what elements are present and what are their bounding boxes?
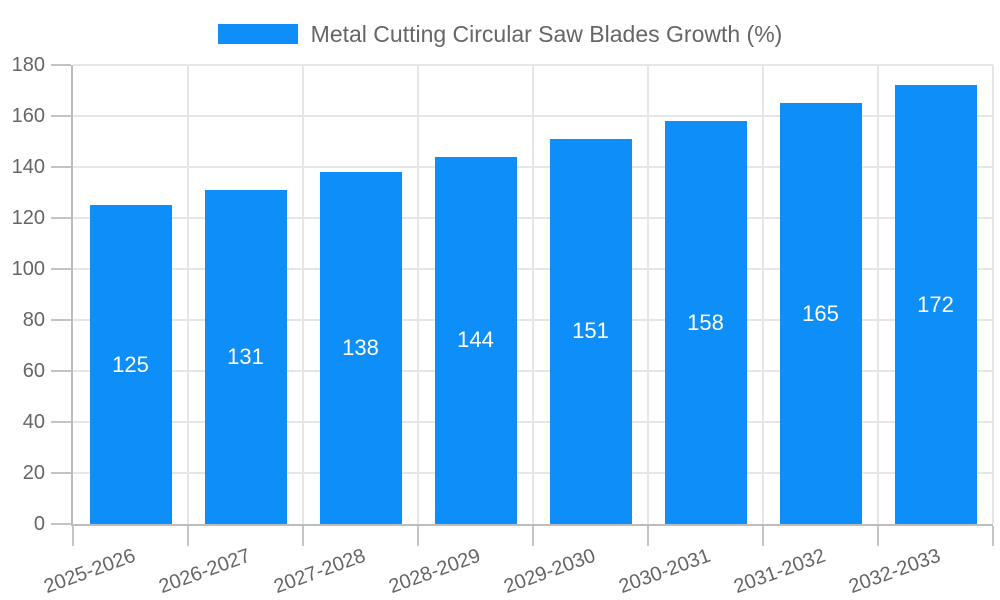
x-axis-tick: [877, 526, 879, 546]
y-axis-label: 80: [22, 309, 45, 331]
x-axis-tick: [187, 526, 189, 546]
y-axis-tick: [51, 115, 71, 117]
legend-label: Metal Cutting Circular Saw Blades Growth…: [310, 21, 783, 47]
gridline-vertical: [877, 65, 879, 524]
gridline-vertical: [302, 65, 304, 524]
x-axis-label: 2030-2031: [615, 544, 714, 599]
gridline-vertical: [647, 65, 649, 524]
gridline-vertical: [417, 65, 419, 524]
bar[interactable]: [779, 103, 862, 524]
x-axis-label: 2026-2027: [155, 544, 254, 599]
x-axis-label: 2031-2032: [730, 544, 829, 599]
y-axis-label: 60: [22, 360, 45, 382]
bar[interactable]: [89, 205, 172, 524]
y-axis-tick: [51, 268, 71, 270]
x-axis-label: 2028-2029: [385, 544, 484, 599]
y-axis-tick: [51, 166, 71, 168]
legend-item[interactable]: Metal Cutting Circular Saw Blades Growth…: [0, 21, 1000, 47]
y-axis-tick: [51, 421, 71, 423]
y-axis-label: 40: [22, 411, 45, 433]
x-axis-label: 2025-2026: [40, 544, 139, 599]
x-axis-tick: [532, 526, 534, 546]
gridline-vertical: [187, 65, 189, 524]
y-axis-label: 180: [11, 54, 45, 76]
gridline-vertical: [992, 65, 994, 524]
y-axis-label: 120: [11, 207, 45, 229]
gridline-vertical: [532, 65, 534, 524]
x-axis-line: [71, 524, 993, 526]
x-axis-tick: [762, 526, 764, 546]
x-axis-tick: [302, 526, 304, 546]
legend-swatch: [217, 24, 298, 44]
y-axis-label: 100: [11, 258, 45, 280]
x-axis-tick: [72, 526, 74, 546]
x-axis-label: 2027-2028: [270, 544, 369, 599]
x-axis-label: 2029-2030: [500, 544, 599, 599]
y-axis-label: 140: [11, 156, 45, 178]
x-axis-tick: [647, 526, 649, 546]
y-axis-label: 160: [11, 105, 45, 127]
bar[interactable]: [894, 85, 977, 524]
bar[interactable]: [434, 156, 517, 524]
y-axis-line: [71, 65, 73, 526]
bar[interactable]: [664, 121, 747, 524]
bar[interactable]: [204, 189, 287, 524]
y-axis-tick: [51, 64, 71, 66]
bar[interactable]: [319, 172, 402, 524]
bar[interactable]: [549, 138, 632, 524]
y-axis-tick: [51, 472, 71, 474]
y-axis-label: 20: [22, 462, 45, 484]
y-axis-tick: [51, 523, 71, 525]
x-axis-tick: [417, 526, 419, 546]
y-axis-tick: [51, 319, 71, 321]
y-axis-tick: [51, 370, 71, 372]
gridline-vertical: [762, 65, 764, 524]
x-axis-label: 2032-2033: [845, 544, 944, 599]
x-axis-tick: [992, 526, 994, 546]
y-axis-tick: [51, 217, 71, 219]
y-axis-label: 0: [33, 513, 45, 535]
